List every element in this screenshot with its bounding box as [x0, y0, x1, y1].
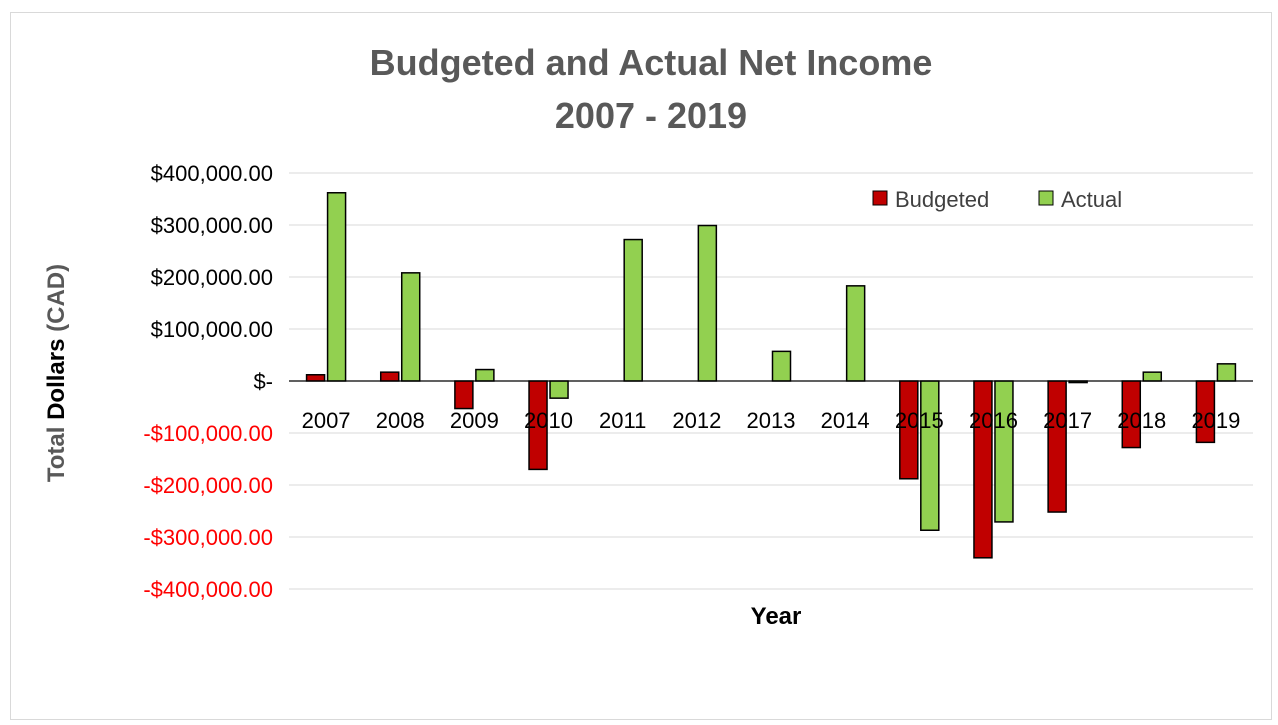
y-axis-tick-labels: $400,000.00 $300,000.00 $200,000.00 $100,00… [143, 161, 273, 602]
bar-actual-2018 [1142, 371, 1163, 382]
x-tick-label: 2011 [599, 408, 646, 433]
x-axis-title: Year [751, 603, 802, 630]
y-tick-label: $400,000.00 [151, 161, 273, 186]
chart-title-line-2: 2007 - 2019 [555, 95, 747, 136]
x-tick-label: 2012 [672, 408, 721, 433]
y-axis-title: Total Dollars (CAD) [43, 264, 70, 482]
bar-actual-2014 [845, 285, 866, 382]
y-tick-label: $100,000.00 [151, 317, 273, 342]
x-tick-label: 2008 [376, 408, 425, 433]
y-tick-label: $300,000.00 [151, 213, 273, 238]
bar-chart: Budgeted and Actual Net Income 2007 - 20… [43, 42, 1253, 630]
y-tick-label: -$300,000.00 [143, 525, 273, 550]
x-tick-label: 2013 [747, 408, 796, 433]
y-tick-label: -$100,000.00 [143, 421, 273, 446]
bar-budgeted-2009 [454, 380, 474, 410]
bar-actual-2015 [920, 380, 940, 531]
y-axis-title-suffix: (CAD) [43, 264, 70, 332]
legend-swatch-budgeted [872, 190, 888, 206]
x-tick-label: 2010 [524, 408, 573, 433]
y-axis-title-bold: Dollars [43, 339, 70, 420]
bar-actual-2010 [549, 380, 569, 399]
y-axis-title-prefix: Total [43, 427, 70, 483]
bar-actual-2012 [697, 224, 718, 382]
y-tick-label: -$200,000.00 [143, 473, 273, 498]
bar-budgeted-2008 [379, 371, 400, 382]
bar-budgeted-2007 [305, 374, 326, 382]
x-axis-category-labels: 2007 2008 2009 2010 2011 2012 2013 2014 2015 2016… [302, 408, 1241, 433]
bar-actual-2019 [1216, 363, 1237, 382]
bar-actual-2009 [475, 368, 495, 382]
chart-container: Budgeted and Actual Net Income 2007 - 20… [10, 12, 1272, 720]
y-tick-label: -$400,000.00 [143, 577, 273, 602]
x-tick-label: 2019 [1191, 408, 1240, 433]
bar-actual-2011 [623, 238, 643, 382]
bar-actual-2013 [771, 350, 792, 382]
x-tick-label: 2018 [1117, 408, 1166, 433]
legend-swatch-actual [1038, 190, 1054, 206]
x-tick-label: 2007 [302, 408, 351, 433]
bar-actual-2008 [400, 272, 421, 382]
bar-actual-2007 [326, 192, 347, 382]
y-tick-label: $- [253, 369, 273, 394]
chart-title-line-1: Budgeted and Actual Net Income [370, 42, 933, 83]
x-tick-label: 2016 [969, 408, 1018, 433]
x-tick-label: 2015 [895, 408, 944, 433]
x-tick-label: 2014 [821, 408, 870, 433]
bars [305, 192, 1237, 559]
legend-label-budgeted: Budgeted [895, 187, 989, 212]
x-tick-label: 2017 [1043, 408, 1092, 433]
legend-label-actual: Actual [1061, 187, 1122, 212]
bar-actual-2016 [994, 380, 1014, 523]
y-tick-label: $200,000.00 [151, 265, 273, 290]
bar-budgeted-2017 [1047, 380, 1067, 513]
legend: Budgeted Actual [872, 187, 1122, 212]
x-tick-label: 2009 [450, 408, 499, 433]
